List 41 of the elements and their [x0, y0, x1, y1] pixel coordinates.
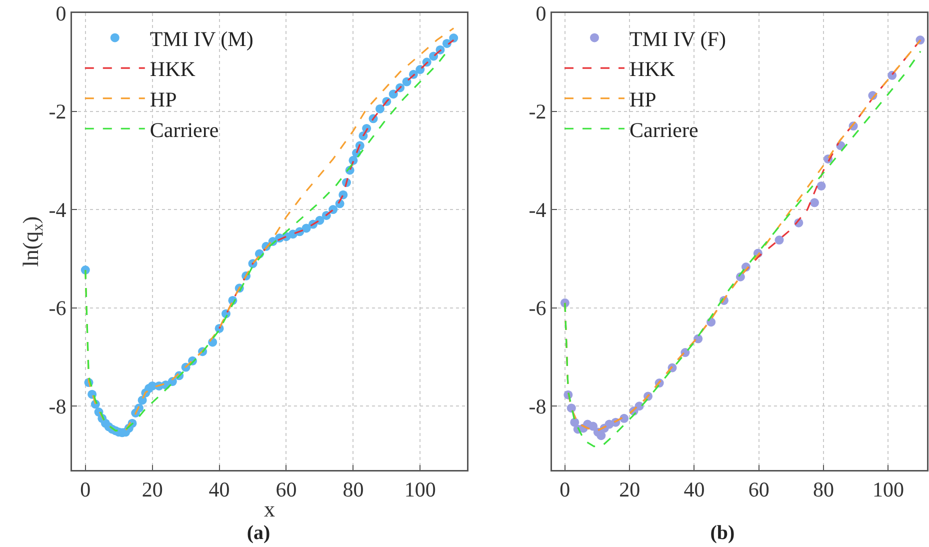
- x-tick-label: 0: [80, 478, 91, 502]
- point: [810, 198, 819, 208]
- x-tick-label: 60: [748, 478, 770, 502]
- legend-label: HKK: [630, 57, 675, 82]
- y-tick-label: -4: [48, 198, 67, 222]
- x-tick-label: 0: [560, 478, 570, 502]
- text: (a): [246, 522, 270, 544]
- legend-label: TMI IV (M): [150, 26, 254, 51]
- legend-label: HP: [630, 88, 656, 112]
- x-tick-label: 60: [276, 478, 297, 502]
- point: [620, 414, 629, 423]
- x-axis-title: x: [264, 496, 275, 522]
- y-tick-label: -8: [48, 394, 66, 418]
- y-tick-label: -2: [528, 100, 546, 124]
- x-tick-label: 100: [404, 478, 436, 502]
- y-tick-label: -6: [528, 296, 546, 320]
- y-tick-label: -2: [48, 100, 66, 124]
- legend-label: Carriere: [630, 118, 698, 142]
- point: [596, 431, 606, 440]
- point: [774, 236, 784, 245]
- x-tick-label: 80: [342, 478, 364, 502]
- x-tick-label: 20: [142, 478, 163, 502]
- y-tick-label: -6: [48, 296, 66, 320]
- x-tick-label: 40: [208, 478, 230, 502]
- y-tick-label: -8: [528, 394, 546, 418]
- y-tick-label: 0: [56, 1, 66, 26]
- y-tick-label: -4: [528, 198, 547, 222]
- point: [816, 181, 826, 190]
- x-tick-label: 40: [684, 478, 705, 502]
- point: [566, 404, 576, 413]
- x-tick-label: 20: [619, 478, 640, 502]
- legend-label: HP: [150, 88, 177, 112]
- y-tick-label: 0: [536, 1, 546, 26]
- point: [588, 422, 598, 431]
- legend-label: Carriere: [150, 118, 219, 142]
- legend-label: HKK: [150, 57, 196, 82]
- x-tick-label: 100: [872, 478, 904, 502]
- point: [888, 70, 897, 80]
- legend-label: TMI IV (F): [630, 26, 726, 51]
- text: (b): [710, 522, 735, 544]
- x-tick-label: 80: [813, 478, 834, 502]
